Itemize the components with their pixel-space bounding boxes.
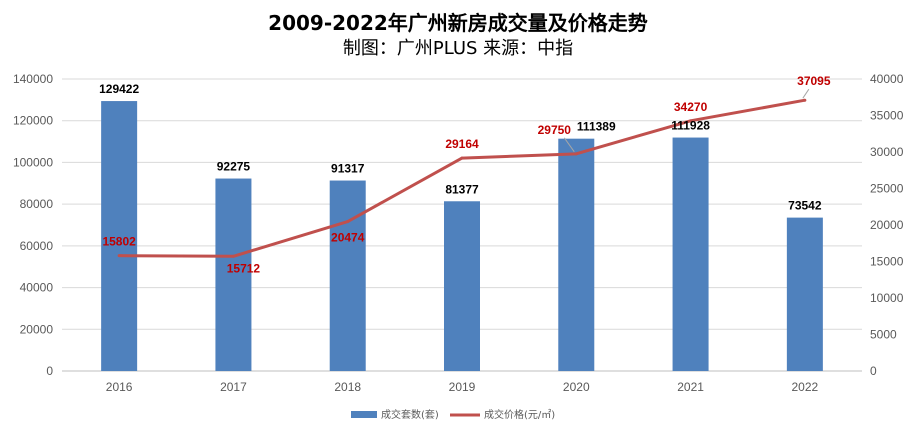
bar-value-label: 129422 [99,82,139,96]
chart-subtitle: 制图：广州PLUS 来源：中指 [343,38,573,59]
bar [786,217,823,371]
x-tick-label: 2021 [677,380,704,394]
y-left-tick-label: 80000 [20,197,54,211]
line-point [803,98,807,102]
y-left-tick-label: 40000 [20,281,54,295]
bar-value-label: 92275 [217,160,251,174]
bar [101,101,138,371]
y-right-tick-label: 30000 [870,145,904,159]
y-left-tick-label: 140000 [13,72,53,86]
x-tick-label: 2016 [106,380,133,394]
x-tick-label: 2017 [220,380,247,394]
label-leader-line [563,137,575,153]
bar [329,180,366,371]
y-right-tick-label: 25000 [870,182,904,196]
line-value-label: 29750 [538,123,572,137]
chart-title: 2009-2022年广州新房成交量及价格走势 [268,11,648,35]
y-left-tick-label: 20000 [20,322,54,336]
bar-value-label: 73542 [788,199,822,213]
bar [672,137,709,371]
line-point [460,156,464,160]
line-point [689,119,693,123]
x-tick-label: 2022 [792,380,819,394]
y-right-tick-label: 15000 [870,255,904,269]
line-value-label: 29164 [445,137,479,151]
y-right-tick-label: 20000 [870,218,904,232]
line-point [117,254,121,258]
bar-value-label: 91317 [331,162,365,176]
line-value-label: 34270 [674,100,708,114]
bar-value-label: 81377 [445,182,479,196]
x-tick-label: 2020 [563,380,590,394]
line-value-label: 20474 [331,231,365,245]
line-point [574,152,578,156]
line-point [346,220,350,224]
x-tick-label: 2018 [334,380,361,394]
y-right-tick-label: 40000 [870,72,904,86]
line-point [231,254,235,258]
x-tick-label: 2019 [449,380,476,394]
legend-label-bars: 成交套数(套) [381,408,439,421]
legend: 成交套数(套) 成交价格(元/㎡) [351,408,555,421]
bar [558,138,595,371]
bar-value-label: 111928 [671,119,710,133]
y-right-tick-label: 0 [870,364,877,378]
bar [444,201,480,371]
legend-swatch-bars [351,411,377,418]
line-series [117,98,807,258]
y-left-tick-label: 100000 [13,155,53,169]
y-right-tick-label: 5000 [870,328,897,342]
y-left-tick-label: 0 [46,364,53,378]
line-value-label: 15802 [102,235,136,249]
y-right-tick-label: 10000 [870,291,904,305]
line-value-label: 15712 [227,261,261,275]
data-labels: 129422 92275 91317 81377 111389 111928 73542 15… [99,74,831,275]
bar [215,178,252,371]
bar-value-label: 111389 [577,120,616,134]
axes: 0 20000 40000 60000 80000 100000 120000 140000 0… [13,72,904,394]
y-right-tick-label: 35000 [870,109,904,123]
label-leader-line [802,88,810,99]
line-value-label: 37095 [797,74,831,88]
bar-series [101,101,823,371]
y-left-tick-label: 120000 [13,114,53,128]
legend-label-line: 成交价格(元/㎡) [484,408,555,421]
y-left-tick-label: 60000 [20,239,54,253]
